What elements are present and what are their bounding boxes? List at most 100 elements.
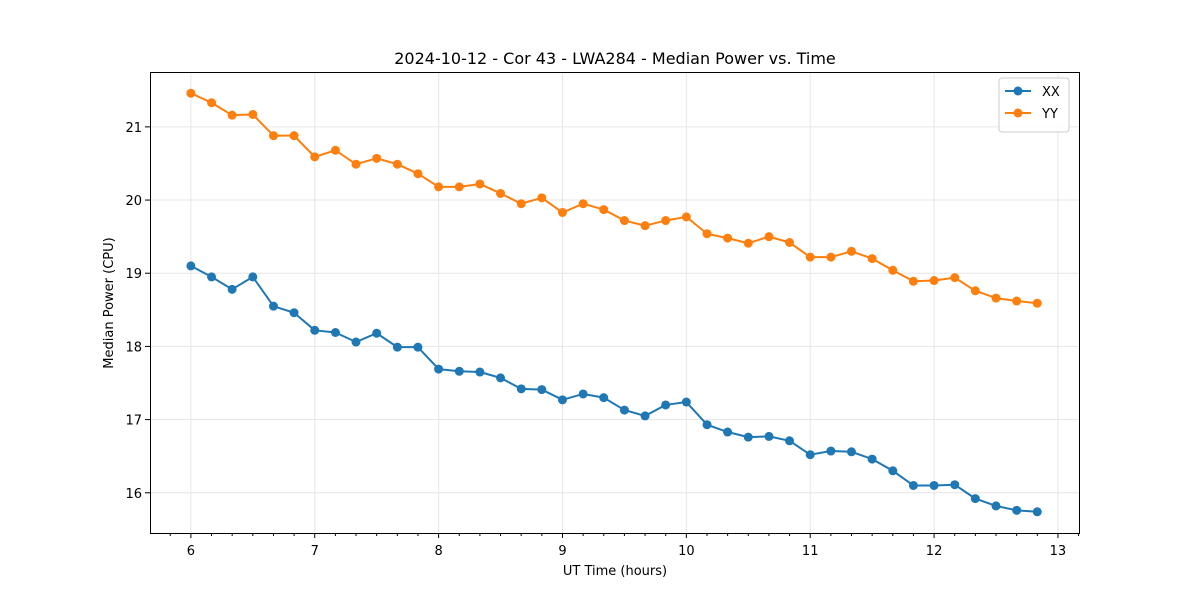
data-point xyxy=(434,182,444,192)
data-point xyxy=(351,337,361,347)
y-tick-label: 20 xyxy=(125,194,142,209)
data-point xyxy=(330,145,340,155)
data-point xyxy=(826,446,836,456)
data-point xyxy=(723,427,733,437)
x-tick-label: 7 xyxy=(311,544,319,559)
data-point xyxy=(846,447,856,457)
legend-swatch-marker xyxy=(1013,108,1023,118)
data-point xyxy=(867,454,877,464)
data-point xyxy=(186,261,196,271)
data-point xyxy=(516,199,526,209)
x-tick-label: 9 xyxy=(558,544,566,559)
x-tick-label: 13 xyxy=(1050,544,1067,559)
data-point xyxy=(888,265,898,275)
data-point xyxy=(289,308,299,318)
data-point xyxy=(867,254,877,264)
x-tick-label: 12 xyxy=(926,544,943,559)
data-point xyxy=(640,411,650,421)
data-point xyxy=(764,431,774,441)
data-point xyxy=(207,272,217,282)
data-point xyxy=(475,179,485,189)
data-point xyxy=(805,450,815,460)
data-point xyxy=(743,238,753,248)
data-point xyxy=(785,238,795,247)
data-point xyxy=(496,188,506,198)
legend-swatch-marker xyxy=(1013,86,1023,96)
data-point xyxy=(413,342,423,352)
data-point xyxy=(702,229,712,239)
data-point xyxy=(454,182,464,192)
y-tick-label: 17 xyxy=(125,414,142,429)
data-point xyxy=(475,367,485,377)
data-point xyxy=(557,208,567,217)
plot-frame xyxy=(150,72,1080,534)
data-point xyxy=(269,301,278,311)
data-point xyxy=(681,397,691,407)
data-point xyxy=(950,273,960,283)
data-point xyxy=(434,364,444,374)
data-point xyxy=(970,286,980,296)
data-point xyxy=(908,276,918,286)
data-point xyxy=(702,420,712,430)
data-point xyxy=(392,159,402,169)
data-point xyxy=(537,193,547,203)
data-point xyxy=(785,436,795,446)
data-point xyxy=(310,152,320,162)
data-point xyxy=(330,328,340,337)
x-tick-label: 6 xyxy=(187,544,195,559)
axes: 6 7 8 9 10 11 12 13 16 17 18 19 20 21 xyxy=(125,121,1080,559)
gridlines xyxy=(150,72,1079,533)
data-point xyxy=(372,328,382,338)
data-point xyxy=(557,395,567,405)
data-point xyxy=(496,373,506,383)
data-point xyxy=(970,494,980,504)
data-point xyxy=(516,384,526,394)
data-point xyxy=(991,501,1001,511)
data-point xyxy=(723,233,733,243)
data-point xyxy=(846,246,856,256)
data-point xyxy=(599,205,609,215)
series-line-xx xyxy=(190,265,1038,513)
data-point xyxy=(537,385,547,395)
series-yy xyxy=(186,88,1042,308)
data-point xyxy=(289,131,299,141)
legend-label: YY xyxy=(1041,107,1058,122)
data-point xyxy=(805,252,815,262)
data-point xyxy=(826,252,836,262)
data-point xyxy=(392,342,402,352)
x-tick-label: 11 xyxy=(802,544,819,559)
legend-label: XX xyxy=(1042,85,1060,100)
y-axis-title: Median Power (CPU) xyxy=(102,237,117,368)
data-point xyxy=(1012,505,1022,515)
data-point xyxy=(207,98,217,108)
y-tick-label: 16 xyxy=(125,487,142,502)
y-tick-label: 18 xyxy=(125,340,142,355)
data-point xyxy=(929,480,939,490)
data-point xyxy=(351,159,361,169)
data-point xyxy=(578,389,588,399)
x-tick-label: 10 xyxy=(678,544,695,559)
data-point xyxy=(1032,298,1042,308)
data-point xyxy=(454,366,464,376)
data-point xyxy=(1032,507,1042,517)
data-point xyxy=(186,88,196,98)
legend: XX YY xyxy=(998,77,1070,133)
data-point xyxy=(661,400,671,410)
series-xx xyxy=(186,261,1042,517)
data-point xyxy=(661,216,671,226)
data-point xyxy=(269,131,278,141)
data-point xyxy=(578,199,588,209)
chart-title: 2024-10-12 - Cor 43 - LWA284 - Median Po… xyxy=(394,49,836,68)
data-point xyxy=(764,232,774,242)
data-point xyxy=(248,109,258,119)
data-point xyxy=(227,284,237,294)
data-point xyxy=(950,480,960,490)
data-point xyxy=(619,405,629,415)
data-point xyxy=(908,480,918,490)
data-point xyxy=(619,216,629,226)
data-point xyxy=(991,293,1001,303)
series-layer xyxy=(186,88,1042,517)
data-point xyxy=(248,272,258,282)
data-point xyxy=(743,432,753,442)
